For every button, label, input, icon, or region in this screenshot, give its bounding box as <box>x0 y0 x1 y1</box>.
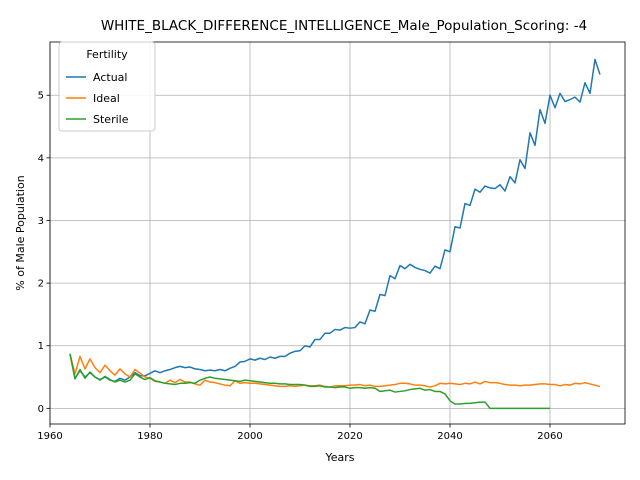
legend-label: Ideal <box>93 92 120 105</box>
legend-title: Fertility <box>86 48 128 61</box>
series-line-sterile <box>69 353 550 410</box>
x-tick-label: 1980 <box>137 431 162 442</box>
y-axis-label: % of Male Population <box>14 175 27 290</box>
legend: Fertility Actual Ideal Sterile <box>58 41 156 132</box>
y-tick-label: 3 <box>38 216 44 227</box>
chart-title: WHITE_BLACK_DIFFERENCE_INTELLIGENCE_Male… <box>101 18 587 34</box>
x-axis: 1960 1980 2000 2020 2040 2060 <box>37 424 563 442</box>
plot-area <box>49 41 626 425</box>
y-tick-label: 0 <box>38 404 44 415</box>
legend-label: Actual <box>93 71 127 84</box>
legend-label: Sterile <box>93 113 129 126</box>
y-tick-label: 4 <box>38 153 44 164</box>
x-tick-label: 2020 <box>337 431 362 442</box>
series-line-actual <box>69 58 601 383</box>
x-tick-label: 1960 <box>37 431 62 442</box>
y-axis: 0 1 2 3 4 5 <box>38 91 50 415</box>
y-tick-label: 5 <box>38 91 44 102</box>
x-tick-label: 2040 <box>437 431 462 442</box>
y-tick-label: 2 <box>38 279 44 290</box>
series-lines <box>69 58 601 410</box>
x-tick-label: 2000 <box>237 431 262 442</box>
series-line-ideal <box>69 353 601 388</box>
legend-box <box>58 41 156 132</box>
x-axis-label: Years <box>324 451 354 464</box>
y-tick-label: 1 <box>38 341 44 352</box>
x-tick-label: 2060 <box>537 431 562 442</box>
